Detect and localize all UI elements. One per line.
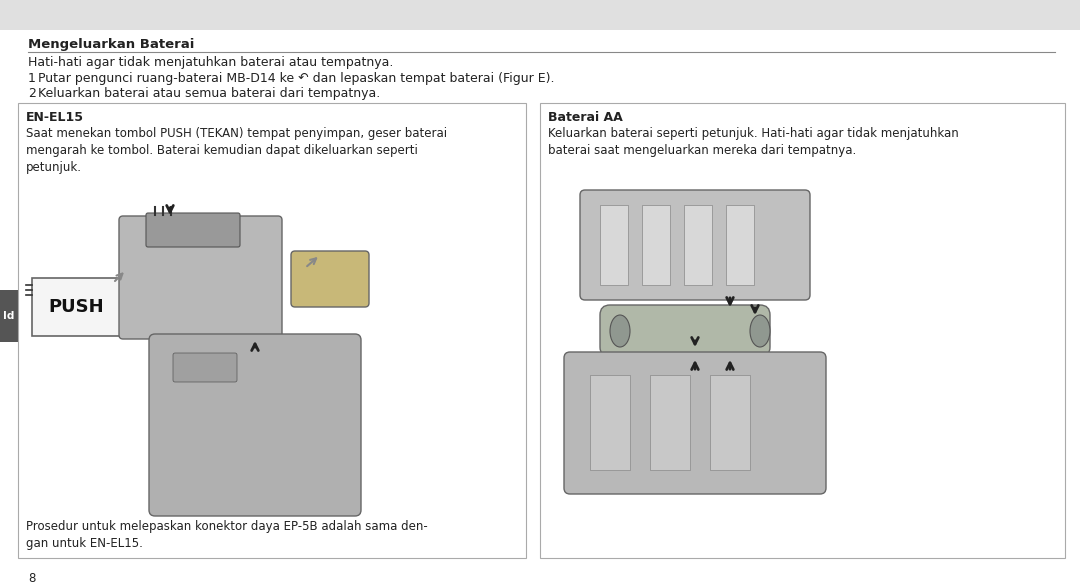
Text: Keluarkan baterai seperti petunjuk. Hati-hati agar tidak menjatuhkan
baterai saa: Keluarkan baterai seperti petunjuk. Hati… [548,127,959,157]
Bar [590,375,630,470]
Ellipse shape [750,315,770,347]
Text: Saat menekan tombol PUSH (TEKAN) tempat penyimpan, geser baterai
mengarah ke tom: Saat menekan tombol PUSH (TEKAN) tempat … [26,127,447,174]
Bar [0,0,1080,30]
FancyBboxPatch shape [564,352,826,494]
FancyBboxPatch shape [173,353,237,382]
FancyBboxPatch shape [580,190,810,300]
Text: Prosedur untuk melepaskan konektor daya EP-5B adalah sama den-
gan untuk EN-EL15: Prosedur untuk melepaskan konektor daya … [26,520,428,550]
Text: Hati-hati agar tidak menjatuhkan baterai atau tempatnya.: Hati-hati agar tidak menjatuhkan baterai… [28,56,393,69]
Bar [684,205,712,285]
Ellipse shape [610,315,630,347]
FancyBboxPatch shape [146,213,240,247]
Bar [726,205,754,285]
Text: Keluarkan baterai atau semua baterai dari tempatnya.: Keluarkan baterai atau semua baterai dar… [38,87,380,100]
Bar [650,375,690,470]
Text: EN-EL15: EN-EL15 [26,111,84,124]
Text: Id: Id [3,311,15,321]
Bar [32,278,120,336]
Bar [710,375,750,470]
Bar [600,205,627,285]
Bar [18,103,526,558]
Text: Baterai AA: Baterai AA [548,111,623,124]
Text: 1: 1 [28,72,36,85]
Bar [0,290,18,342]
FancyBboxPatch shape [291,251,369,307]
Text: Mengeluarkan Baterai: Mengeluarkan Baterai [28,38,194,51]
Bar [540,103,1065,558]
Text: 2: 2 [28,87,36,100]
Text: 8: 8 [28,572,36,585]
FancyBboxPatch shape [149,334,361,516]
Bar [642,205,670,285]
FancyBboxPatch shape [119,216,282,339]
FancyBboxPatch shape [600,305,770,357]
Text: Putar pengunci ruang-baterai MB-D14 ke ↶ dan lepaskan tempat baterai (Figur E).: Putar pengunci ruang-baterai MB-D14 ke ↶… [38,72,554,85]
Text: PUSH: PUSH [49,298,104,316]
